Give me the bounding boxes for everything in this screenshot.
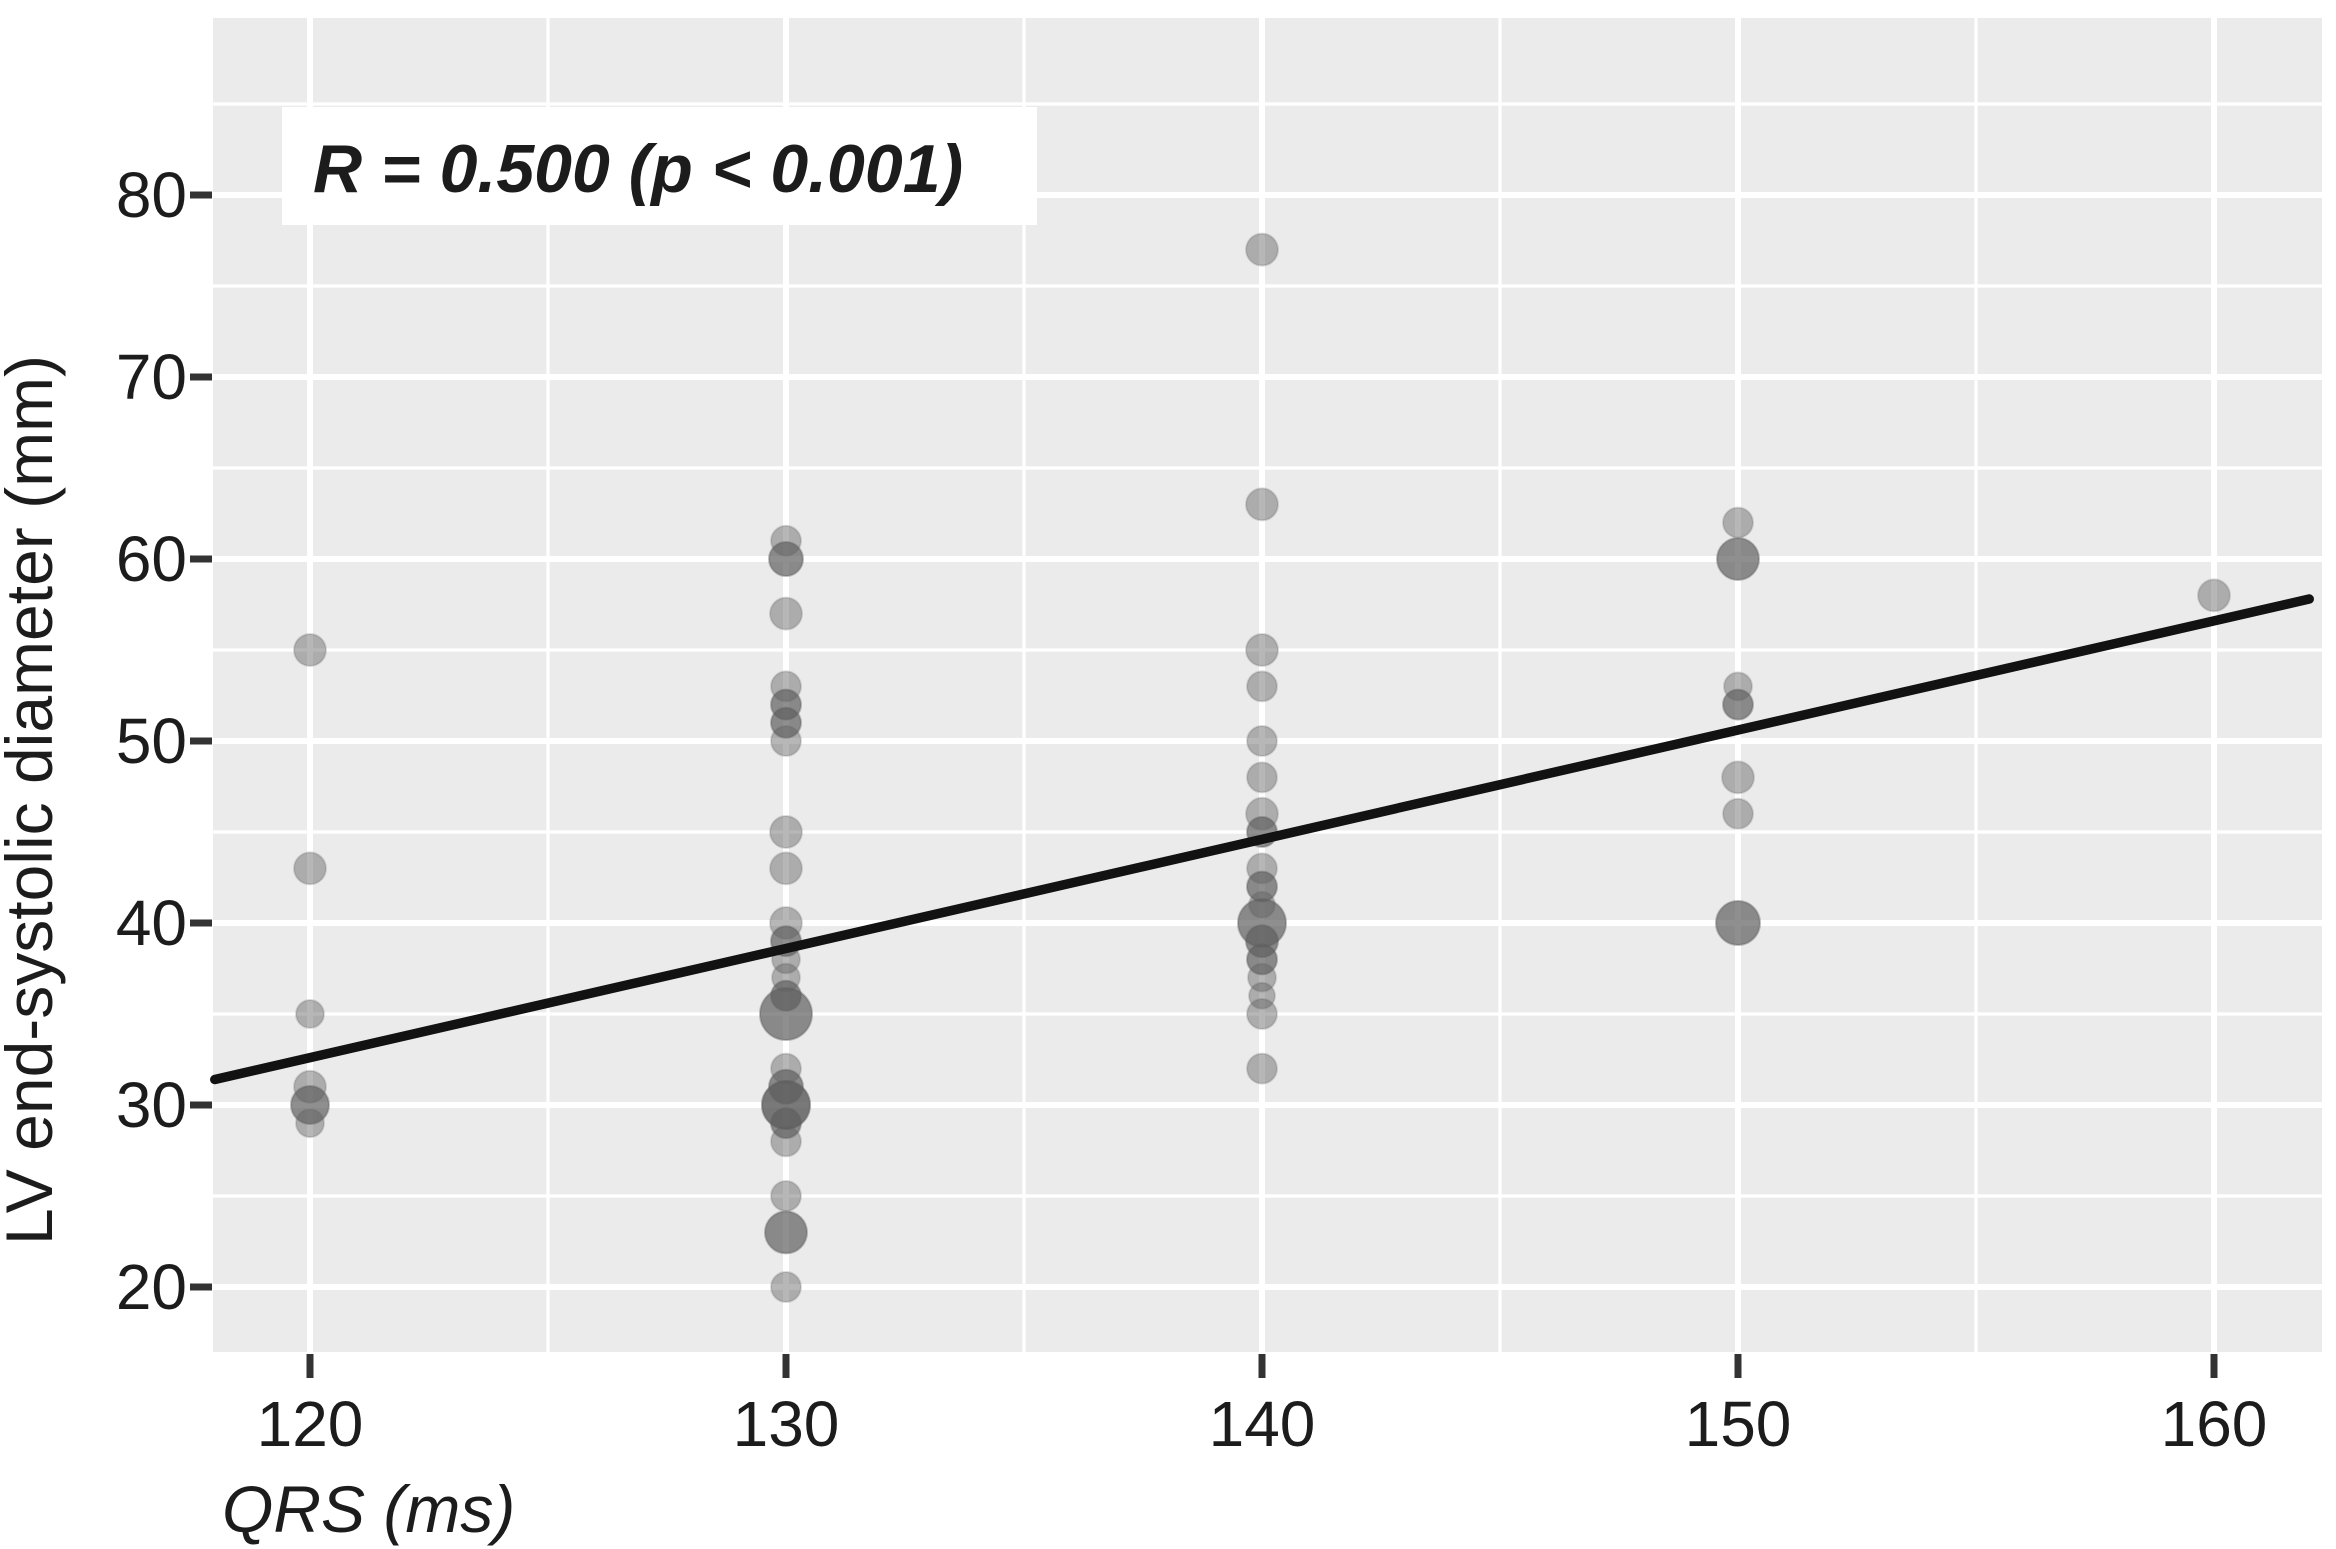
data-points bbox=[290, 232, 2231, 1303]
x-tick-label: 130 bbox=[733, 1388, 840, 1460]
data-point bbox=[1248, 890, 1276, 919]
data-point bbox=[1722, 688, 1754, 721]
data-point bbox=[769, 596, 803, 631]
data-point bbox=[1715, 900, 1761, 946]
data-point bbox=[770, 688, 802, 721]
data-point bbox=[1716, 537, 1760, 581]
data-point bbox=[770, 670, 802, 703]
data-point bbox=[770, 979, 802, 1012]
data-point bbox=[1245, 924, 1279, 959]
data-point bbox=[1245, 232, 1279, 267]
data-point bbox=[768, 541, 804, 577]
x-tick-label: 160 bbox=[2161, 1388, 2268, 1460]
data-point bbox=[295, 999, 325, 1029]
data-point bbox=[1246, 998, 1278, 1030]
data-point bbox=[759, 987, 813, 1041]
data-point bbox=[770, 1271, 802, 1303]
data-point bbox=[1237, 898, 1287, 948]
x-axis-title: QRS (ms) bbox=[222, 1472, 515, 1546]
y-tick-label: 40 bbox=[116, 887, 187, 959]
y-tick-label: 70 bbox=[116, 341, 187, 413]
plot-panel bbox=[213, 18, 2322, 1352]
data-point bbox=[770, 1107, 802, 1140]
y-axis-title: LV end-systolic diameter (mm) bbox=[0, 355, 66, 1245]
y-tick-label: 30 bbox=[116, 1069, 187, 1141]
y-tick-label: 50 bbox=[116, 705, 187, 777]
data-point bbox=[770, 979, 802, 1012]
data-point bbox=[769, 851, 803, 886]
data-point bbox=[761, 1080, 811, 1130]
data-point bbox=[1247, 962, 1277, 993]
data-point bbox=[768, 1068, 804, 1105]
data-point bbox=[1246, 1052, 1278, 1085]
data-point bbox=[761, 1080, 811, 1130]
data-point bbox=[1245, 633, 1279, 667]
x-tick-label: 120 bbox=[257, 1388, 364, 1460]
y-tick-labels: 20 30 40 50 60 70 80 bbox=[116, 159, 187, 1323]
data-point bbox=[293, 633, 327, 667]
data-point bbox=[770, 688, 802, 721]
data-point bbox=[1246, 870, 1278, 903]
data-point bbox=[1722, 688, 1754, 721]
x-axis-ticks bbox=[306, 1354, 2218, 1378]
data-point bbox=[1722, 506, 1754, 539]
y-tick-label: 20 bbox=[116, 1251, 187, 1323]
data-point bbox=[295, 1108, 325, 1139]
data-point bbox=[1246, 943, 1278, 976]
data-point bbox=[770, 524, 802, 557]
data-point bbox=[1246, 670, 1278, 703]
data-point bbox=[769, 906, 803, 940]
data-point bbox=[1246, 870, 1278, 903]
data-point bbox=[764, 1210, 808, 1255]
y-tick-label: 60 bbox=[116, 523, 187, 595]
x-tick-labels: 120 130 140 150 160 bbox=[257, 1388, 2268, 1460]
gridlines-minor bbox=[213, 18, 2322, 1352]
data-point bbox=[768, 1068, 804, 1105]
data-point bbox=[1245, 487, 1279, 522]
data-point bbox=[290, 1085, 330, 1125]
data-point bbox=[1246, 943, 1278, 976]
data-point bbox=[1246, 725, 1278, 757]
data-point bbox=[2197, 578, 2231, 613]
data-point bbox=[1715, 900, 1761, 946]
regression-line bbox=[210, 594, 2314, 1085]
data-point bbox=[770, 1052, 802, 1085]
data-point bbox=[770, 706, 802, 739]
annotation-box bbox=[282, 107, 1037, 225]
x-tick-label: 140 bbox=[1209, 1388, 1316, 1460]
data-point bbox=[290, 1085, 330, 1125]
data-point bbox=[770, 1107, 802, 1140]
data-point bbox=[769, 815, 803, 849]
data-point bbox=[293, 851, 327, 886]
data-point bbox=[761, 1080, 811, 1130]
data-point bbox=[759, 987, 813, 1041]
data-point bbox=[293, 1069, 327, 1104]
data-point bbox=[1245, 796, 1279, 831]
data-point bbox=[1716, 537, 1760, 581]
data-point bbox=[1722, 797, 1754, 830]
data-point bbox=[1723, 671, 1753, 702]
data-point bbox=[770, 706, 802, 739]
data-point bbox=[770, 1125, 802, 1158]
y-axis-ticks bbox=[190, 191, 212, 1291]
data-point bbox=[1248, 981, 1276, 1010]
data-point bbox=[770, 1180, 802, 1212]
data-point bbox=[770, 725, 802, 757]
y-tick-label: 80 bbox=[116, 159, 187, 231]
data-point bbox=[768, 541, 804, 577]
data-point bbox=[1237, 898, 1287, 948]
data-point bbox=[1246, 852, 1278, 885]
data-point bbox=[764, 1210, 808, 1255]
annotation-text: R = 0.500 (p < 0.001) bbox=[313, 131, 963, 207]
data-point bbox=[1245, 924, 1279, 959]
data-point bbox=[771, 962, 801, 993]
x-tick-label: 150 bbox=[1685, 1388, 1792, 1460]
data-point bbox=[1721, 760, 1755, 795]
data-point bbox=[1246, 761, 1278, 794]
regression-line-group bbox=[210, 594, 2314, 1085]
